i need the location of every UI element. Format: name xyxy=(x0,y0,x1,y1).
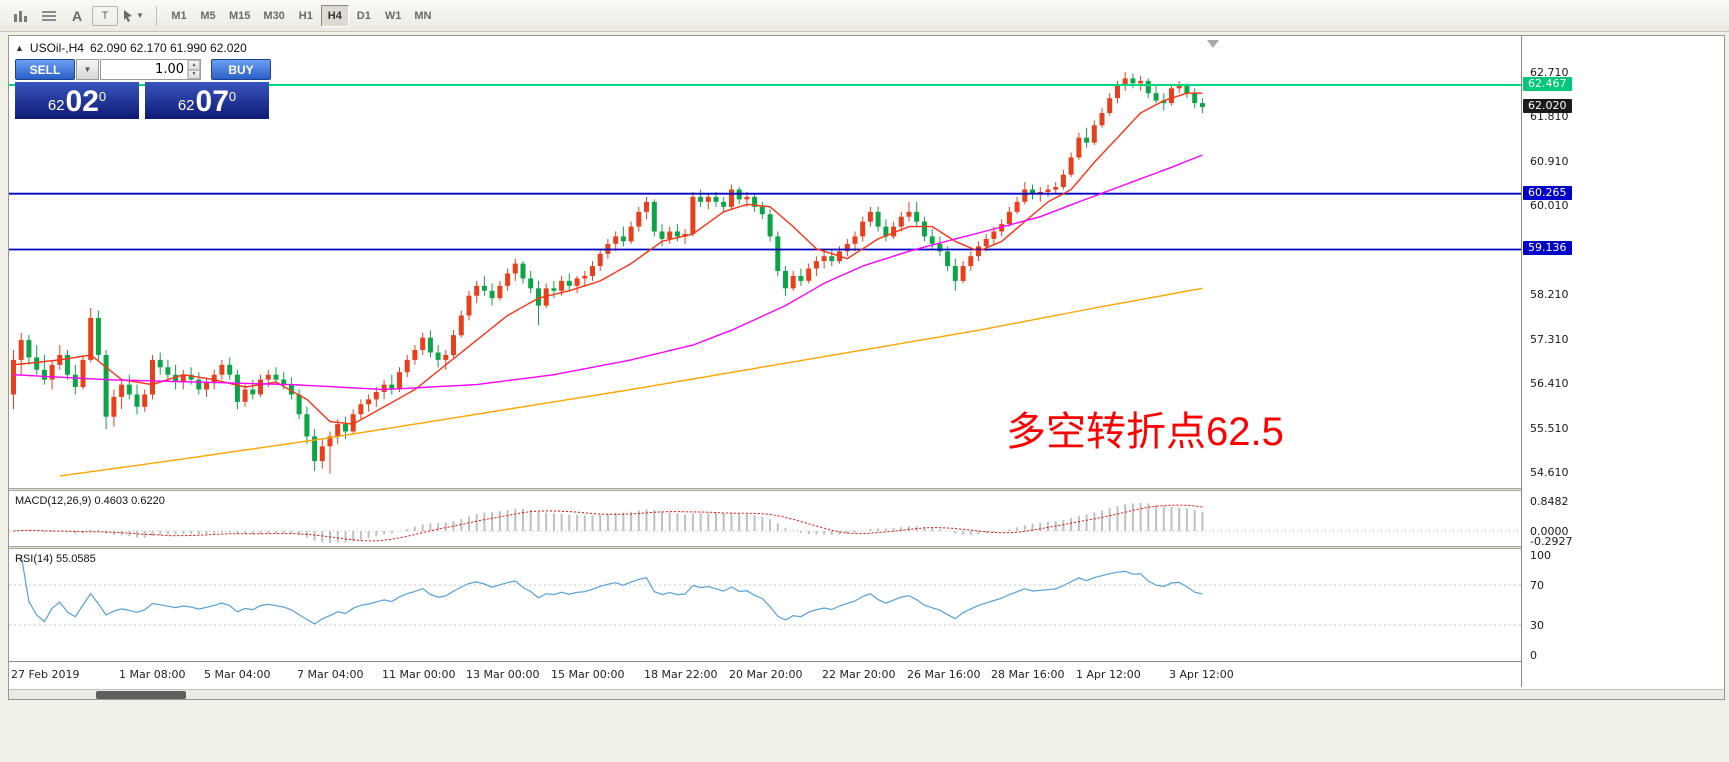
time-axis[interactable]: 27 Feb 2019 1 Mar 08:00 5 Mar 04:00 7 Mar 0… xyxy=(9,661,1521,687)
bid-prefix: 62 xyxy=(47,97,65,114)
chart-title: ▲ USOil-,H4 62.090 62.170 61.990 62.020 xyxy=(15,41,247,55)
macd-axis-label: -0.2927 xyxy=(1530,535,1573,548)
price-axis-label: 54.610 xyxy=(1530,466,1569,479)
toolbar-separator xyxy=(156,5,157,26)
time-axis-label: 26 Mar 16:00 xyxy=(907,668,981,681)
ask-big-digits: 07 xyxy=(195,85,229,118)
panel-divider[interactable] xyxy=(9,546,1724,549)
price-badge: 60.265 xyxy=(1523,186,1572,200)
price-axis-label: 60.010 xyxy=(1530,199,1569,212)
ohlc-values: 62.090 62.170 61.990 62.020 xyxy=(89,41,247,55)
price-badge: 59.136 xyxy=(1523,241,1572,255)
time-axis-label: 11 Mar 00:00 xyxy=(382,668,456,681)
rsi-axis-label: 30 xyxy=(1530,619,1544,632)
price-axis-label: 57.310 xyxy=(1530,333,1569,346)
font-icon[interactable]: A xyxy=(64,4,90,28)
volume-decrease-button[interactable]: ▼ xyxy=(188,69,200,79)
trade-panel-toggle-icon[interactable]: ▲ xyxy=(15,43,24,53)
price-axis-label: 60.910 xyxy=(1530,155,1569,168)
chart-annotation-text: 多空转折点62.5 xyxy=(1006,410,1284,454)
panel-divider[interactable] xyxy=(9,488,1724,491)
scrollbar-thumb[interactable] xyxy=(96,691,186,699)
time-axis-label: 28 Mar 16:00 xyxy=(991,668,1065,681)
timeframe-h4[interactable]: H4 xyxy=(320,4,349,27)
cursor-tool-icon[interactable]: ▼ xyxy=(120,4,146,28)
timeframe-mn[interactable]: MN xyxy=(408,5,437,27)
chart-window: ▲ USOil-,H4 62.090 62.170 61.990 62.020 … xyxy=(8,35,1725,700)
symbol-name: USOil-,H4 xyxy=(29,41,84,55)
rsi-axis-label: 100 xyxy=(1530,549,1551,562)
data-window-icon[interactable] xyxy=(36,4,62,28)
price-axis-label: 61.810 xyxy=(1530,110,1569,123)
chevron-down-icon: ▼ xyxy=(83,65,92,74)
price-axis-label: 58.210 xyxy=(1530,288,1569,301)
timeframe-m30[interactable]: M30 xyxy=(257,5,290,27)
time-axis-label: 1 Mar 08:00 xyxy=(119,668,186,681)
toolbar: A T ▼ M1 M5 M15 M30 H1 H4 D1 W1 MN xyxy=(0,0,1729,32)
timeframe-m15[interactable]: M15 xyxy=(223,5,256,27)
time-axis-label: 13 Mar 00:00 xyxy=(466,668,540,681)
order-type-dropdown[interactable]: ▼ xyxy=(76,59,99,80)
timeframe-d1[interactable]: D1 xyxy=(350,5,378,27)
price-axis-label: 55.510 xyxy=(1530,422,1569,435)
text-label-icon[interactable]: T xyxy=(92,5,118,26)
chart-expert-icon[interactable] xyxy=(8,4,34,28)
price-axis[interactable]: 62.710 61.810 60.910 60.010 58.210 57.310 56.4… xyxy=(1521,36,1724,687)
chevron-down-icon: ▼ xyxy=(136,11,144,20)
volume-input[interactable] xyxy=(101,60,187,79)
macd-axis-label: 0.0000 xyxy=(1530,525,1569,538)
macd-axis-label: 0.8482 xyxy=(1530,495,1569,508)
rsi-axis-label: 0 xyxy=(1530,649,1537,662)
time-axis-label: 5 Mar 04:00 xyxy=(204,668,271,681)
volume-increase-button[interactable]: ▲ xyxy=(188,60,200,70)
price-axis-label: 62.710 xyxy=(1530,66,1569,79)
timeframe-m5[interactable]: M5 xyxy=(194,5,222,27)
bid-big-digits: 02 xyxy=(65,85,99,118)
bid-price-display[interactable]: 62 02 0 xyxy=(15,82,139,119)
time-axis-label: 27 Feb 2019 xyxy=(11,668,80,681)
timeframe-w1[interactable]: W1 xyxy=(379,5,408,27)
rsi-indicator-chart[interactable] xyxy=(9,549,1521,661)
ask-price-display[interactable]: 62 07 0 xyxy=(145,82,269,119)
horizontal-scrollbar[interactable] xyxy=(9,689,1724,699)
sell-button[interactable]: SELL xyxy=(15,59,75,80)
time-axis-label: 15 Mar 00:00 xyxy=(551,668,625,681)
buy-button[interactable]: BUY xyxy=(211,59,271,80)
time-axis-label: 20 Mar 20:00 xyxy=(729,668,803,681)
ask-prefix: 62 xyxy=(177,97,195,114)
time-axis-label: 22 Mar 20:00 xyxy=(822,668,896,681)
chart-shift-marker-icon[interactable] xyxy=(1207,40,1219,48)
ask-pipette: 0 xyxy=(228,89,237,104)
macd-label: MACD(12,26,9) 0.4603 0.6220 xyxy=(15,495,165,507)
time-axis-label: 18 Mar 22:00 xyxy=(644,668,718,681)
price-badge: 62.020 xyxy=(1523,99,1572,113)
price-axis-label: 56.410 xyxy=(1530,377,1569,390)
timeframe-m1[interactable]: M1 xyxy=(165,5,193,27)
timeframe-h1[interactable]: H1 xyxy=(292,5,320,27)
time-axis-label: 7 Mar 04:00 xyxy=(297,668,364,681)
bid-pipette: 0 xyxy=(98,89,107,104)
time-axis-label: 1 Apr 12:00 xyxy=(1076,668,1141,681)
rsi-axis-label: 70 xyxy=(1530,579,1544,592)
rsi-label: RSI(14) 55.0585 xyxy=(15,553,96,565)
time-axis-label: 3 Apr 12:00 xyxy=(1169,668,1234,681)
volume-field: ▲ ▼ xyxy=(100,59,201,80)
price-badge: 62.467 xyxy=(1523,77,1572,91)
macd-indicator-chart[interactable] xyxy=(9,491,1521,546)
